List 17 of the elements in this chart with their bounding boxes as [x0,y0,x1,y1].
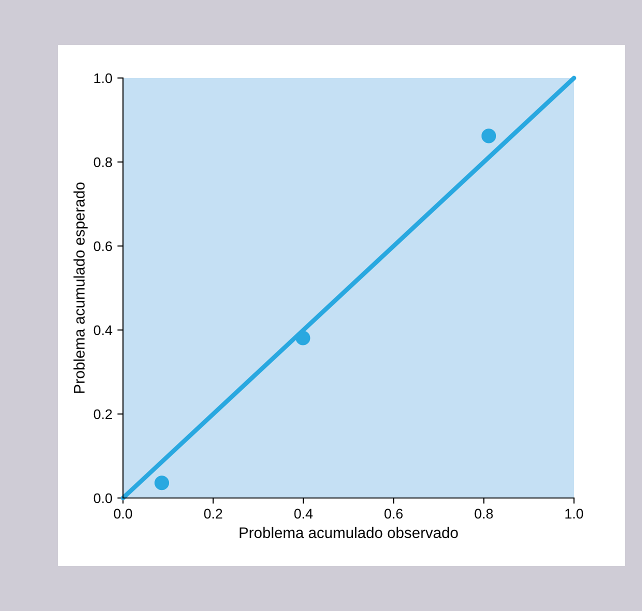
y-tick-label: 0.4 [94,325,112,336]
x-axis-title: Problema acumulado observado [240,526,458,538]
x-tick-label: 0.4 [294,508,313,519]
x-tick-label: 0.2 [204,508,222,519]
y-tick-label: 0.6 [94,241,112,252]
x-tick-label: 1.0 [565,508,584,519]
y-tick-label: 0.8 [94,157,112,168]
point [296,330,310,346]
x-tick-label: 0.0 [114,508,132,519]
y-tick-label: 1.0 [94,73,112,84]
y-tick-label: 0.2 [94,409,112,420]
y-axis-title: Problema acumulado esperado [73,182,88,393]
x-tick-label: 0.6 [384,508,403,519]
x-tick-label: 0.8 [474,508,493,519]
point [481,128,496,144]
point [154,476,170,490]
y-tick-label: 0.0 [94,493,112,504]
